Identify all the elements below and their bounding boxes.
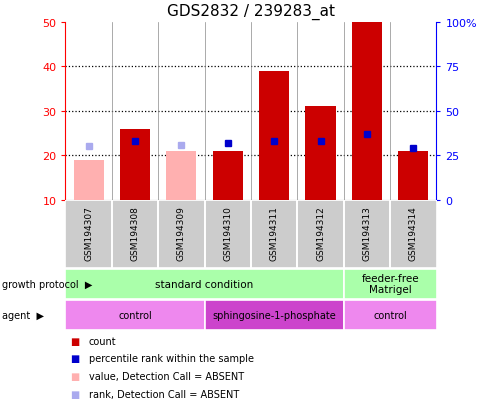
Bar <box>397 152 427 200</box>
Text: GSM194314: GSM194314 <box>408 206 417 260</box>
Text: GSM194310: GSM194310 <box>223 206 232 260</box>
Bar <box>65 269 343 299</box>
Text: GSM194307: GSM194307 <box>84 206 93 260</box>
Bar <box>343 300 436 330</box>
Text: ■: ■ <box>70 336 79 346</box>
Bar <box>112 200 158 268</box>
Bar <box>343 269 436 299</box>
Text: GSM194312: GSM194312 <box>316 206 324 260</box>
Bar <box>120 129 150 200</box>
Text: feeder-free
Matrigel: feeder-free Matrigel <box>361 273 418 295</box>
Text: ■: ■ <box>70 354 79 363</box>
Text: rank, Detection Call = ABSENT: rank, Detection Call = ABSENT <box>89 389 239 399</box>
Title: GDS2832 / 239283_at: GDS2832 / 239283_at <box>166 4 334 20</box>
Text: standard condition: standard condition <box>155 279 253 289</box>
Text: count: count <box>89 336 116 346</box>
Bar <box>204 200 251 268</box>
Bar <box>65 200 112 268</box>
Text: sphingosine-1-phosphate: sphingosine-1-phosphate <box>212 310 335 320</box>
Bar <box>343 200 389 268</box>
Bar <box>166 152 196 200</box>
Bar <box>158 200 204 268</box>
Text: control: control <box>118 310 151 320</box>
Bar <box>65 300 204 330</box>
Bar <box>204 300 343 330</box>
Text: control: control <box>373 310 406 320</box>
Bar <box>297 200 343 268</box>
Bar <box>305 107 335 200</box>
Text: GSM194308: GSM194308 <box>130 206 139 260</box>
Text: ■: ■ <box>70 371 79 381</box>
Text: ■: ■ <box>70 389 79 399</box>
Text: GSM194313: GSM194313 <box>362 206 371 260</box>
Bar <box>212 152 242 200</box>
Bar <box>351 23 381 200</box>
Text: value, Detection Call = ABSENT: value, Detection Call = ABSENT <box>89 371 243 381</box>
Text: growth protocol  ▶: growth protocol ▶ <box>2 279 92 289</box>
Text: agent  ▶: agent ▶ <box>2 310 45 320</box>
Bar <box>389 200 436 268</box>
Bar <box>251 200 297 268</box>
Bar <box>258 71 288 200</box>
Text: GSM194311: GSM194311 <box>269 206 278 260</box>
Text: GSM194309: GSM194309 <box>177 206 185 260</box>
Bar <box>74 160 104 200</box>
Text: percentile rank within the sample: percentile rank within the sample <box>89 354 253 363</box>
